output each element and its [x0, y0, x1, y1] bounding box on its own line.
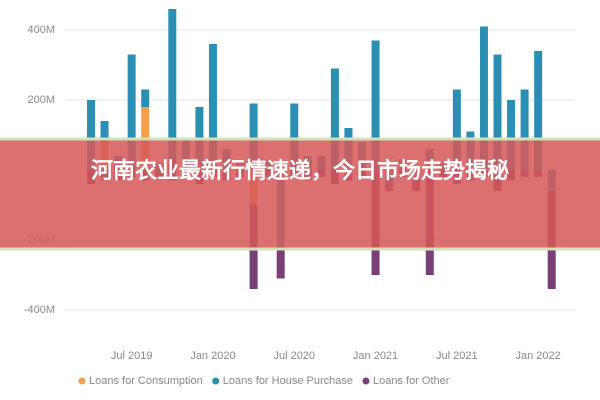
x-tick-label: Jan 2020 — [190, 350, 235, 362]
x-tick-label: Jan 2022 — [516, 350, 561, 362]
bar-segment — [452, 89, 461, 170]
overlay-banner — [0, 140, 600, 248]
bar-segment — [249, 103, 258, 170]
x-tick-label: Jul 2020 — [273, 350, 315, 362]
legend: Loans for Consumption Loans for House Pur… — [78, 375, 450, 387]
x-tick-label: Jul 2021 — [436, 350, 478, 362]
overlay-title-box: 河南农业最新行情速递，今日市场走势揭秘 — [90, 159, 509, 184]
bar-segment — [100, 121, 109, 142]
overlay-title: 河南农业最新行情速递，今日市场走势揭秘 — [90, 159, 509, 184]
y-tick-label: 400M — [27, 24, 55, 36]
legend-marker — [78, 377, 86, 385]
legend-label: Loans for House Purchase — [223, 375, 353, 387]
bar-segment — [534, 51, 543, 170]
x-tick-label: Jul 2019 — [111, 350, 153, 362]
bar-segment — [141, 89, 150, 107]
bar-segment — [371, 40, 380, 170]
legend-marker — [362, 377, 370, 385]
legend-label: Loans for Consumption — [89, 375, 203, 387]
bar-segment — [520, 89, 529, 170]
x-tick-label: Jan 2021 — [353, 350, 398, 362]
bar-segment — [87, 100, 95, 170]
bar-segment — [127, 54, 136, 170]
bar-segment — [507, 100, 516, 170]
bar-segment — [330, 68, 339, 170]
bar-segment — [479, 26, 488, 170]
bar-segment — [493, 54, 502, 170]
bar-segment — [276, 247, 285, 279]
bar-segment — [168, 9, 177, 170]
legend-marker — [212, 377, 220, 385]
legend-label: Loans for Other — [373, 375, 450, 387]
y-tick-label: -400M — [24, 304, 55, 316]
bar-segment — [208, 44, 217, 170]
y-tick-label: 200M — [27, 94, 55, 106]
bar-segment — [290, 103, 299, 170]
